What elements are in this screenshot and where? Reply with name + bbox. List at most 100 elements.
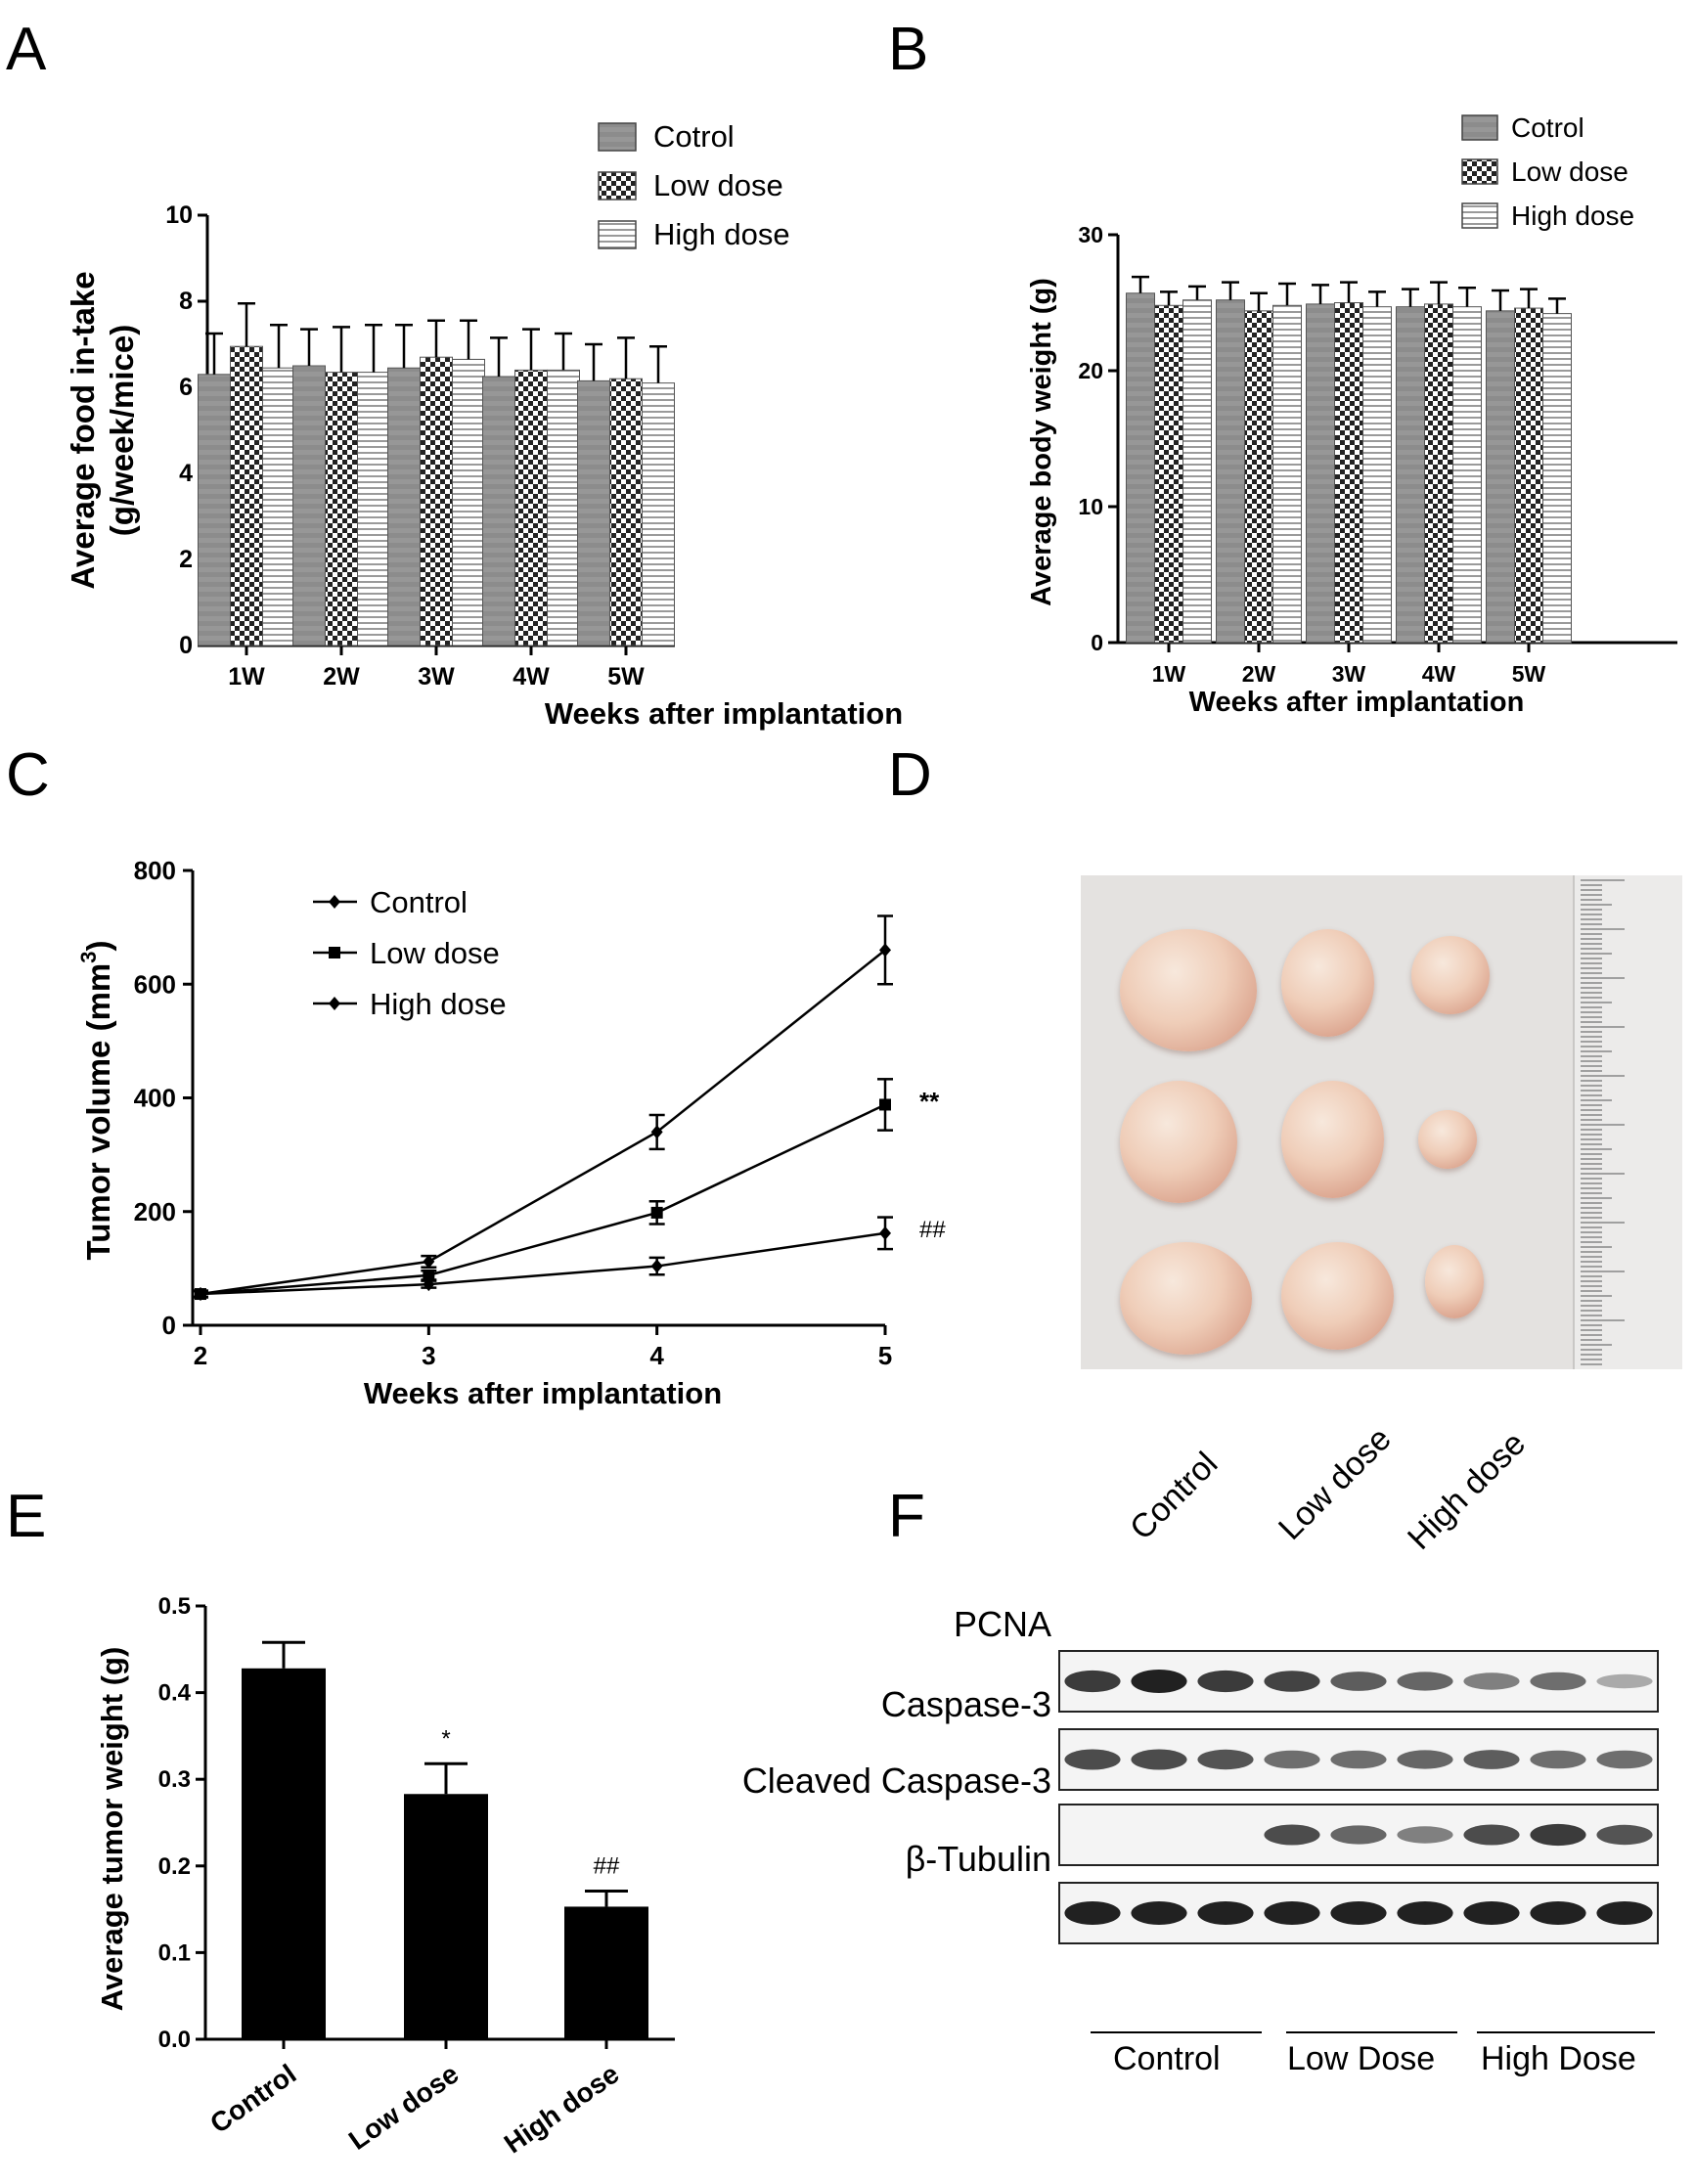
bar xyxy=(242,1668,326,2039)
x-tick-label: 3 xyxy=(422,1341,435,1370)
blot-band xyxy=(1596,1673,1653,1689)
blot-band xyxy=(1463,1672,1520,1690)
bar xyxy=(357,372,390,646)
bar xyxy=(1542,313,1572,644)
chart-c: 0 200 400 600 800 2 3 4 5 Weeks after implantatio… xyxy=(76,856,946,1410)
blot-band xyxy=(1264,1671,1320,1692)
y-tick-label: 0.4 xyxy=(158,1680,192,1707)
blot-band xyxy=(1197,1670,1254,1693)
bar xyxy=(230,345,263,646)
x-tick-label: 2W xyxy=(323,663,360,691)
y-axis-label-line2: (g/week/mice) xyxy=(104,325,140,536)
legend-swatch xyxy=(598,171,637,201)
blot-band xyxy=(1330,1901,1387,1925)
panel-letter-f: F xyxy=(888,1483,925,1550)
blot-band xyxy=(1264,1901,1320,1925)
y-tick-label: 0 xyxy=(1091,630,1103,655)
marker-diamond xyxy=(329,895,340,909)
bar xyxy=(262,367,295,646)
x-tick-label: 5 xyxy=(878,1341,892,1370)
bar xyxy=(387,367,421,646)
x-tick-label: 3W xyxy=(1332,661,1366,687)
bar xyxy=(420,356,453,646)
marker-square xyxy=(423,1269,435,1281)
y-tick-label: 2 xyxy=(179,546,193,573)
blot-band xyxy=(1596,1901,1653,1925)
series-line xyxy=(200,949,886,1296)
y-tick-label: 0.1 xyxy=(158,1939,191,1966)
y-tick-label: 20 xyxy=(1078,358,1103,383)
blot-band xyxy=(1530,1671,1586,1691)
y-tick-label: 200 xyxy=(134,1197,176,1226)
bar xyxy=(1272,304,1302,644)
blot-band xyxy=(1131,1749,1187,1770)
y-tick-label: 0.0 xyxy=(158,2027,191,2053)
blot-band xyxy=(1131,1901,1187,1925)
legend-label: Low dose xyxy=(653,168,783,202)
blot-band xyxy=(1397,1750,1453,1769)
blot-band xyxy=(1264,1824,1320,1846)
tumor-photo xyxy=(1081,875,1682,1369)
bar xyxy=(564,1906,648,2039)
x-tick-label: 2 xyxy=(194,1341,207,1370)
blot-band xyxy=(1530,1823,1586,1847)
y-tick-label: 10 xyxy=(1078,494,1103,519)
annotation-high: ## xyxy=(919,1217,946,1243)
x-tick-label: 3W xyxy=(418,663,455,691)
x-tick-label: 4W xyxy=(513,663,550,691)
bar xyxy=(514,369,548,646)
x-tick-label: 1W xyxy=(1152,661,1186,687)
f-group-low-dose: Low Dose xyxy=(1287,2040,1436,2077)
blot-label-pcna: PCNA xyxy=(953,1604,1051,1644)
marker-square xyxy=(650,1206,663,1219)
blot-band xyxy=(1131,1670,1187,1693)
x-tick-label: 5W xyxy=(1512,661,1546,687)
tumor-control-2 xyxy=(1120,1081,1237,1203)
y-tick-label: 0.5 xyxy=(158,1593,191,1620)
blot-band xyxy=(1530,1901,1586,1925)
panel-letter-c: C xyxy=(6,741,50,809)
y-tick-label: 400 xyxy=(134,1084,176,1113)
panel-letter-b: B xyxy=(888,16,929,83)
panel-letter-e: E xyxy=(6,1483,47,1550)
marker-diamond xyxy=(650,1259,663,1273)
y-tick-label: 0.3 xyxy=(158,1766,191,1793)
series-line xyxy=(200,1231,886,1296)
blot-band xyxy=(1064,1901,1121,1925)
legend-swatch xyxy=(1461,202,1498,229)
marker-diamond xyxy=(650,1125,663,1139)
legend-label: Cotrol xyxy=(1511,112,1584,143)
y-axis-label: Average tumor weight (g) xyxy=(95,1647,129,2012)
y-axis-label: Average body weight (g) xyxy=(1026,278,1057,606)
blot-band xyxy=(1064,1670,1121,1693)
blot-band xyxy=(1463,1824,1520,1846)
bar xyxy=(1362,306,1392,644)
bar xyxy=(482,376,515,646)
tumor-high-1 xyxy=(1411,936,1490,1014)
blot-label-cleaved-caspase3: Cleaved Caspase-3 xyxy=(741,1761,1051,1801)
chart-a: 0 2 4 6 8 10 1W 2W 3W 4W 5W Weeks after implantatio… xyxy=(65,119,903,731)
bar xyxy=(547,369,580,646)
legend-swatch xyxy=(1461,114,1498,141)
blot-band xyxy=(1596,1750,1653,1769)
bar xyxy=(1452,306,1482,644)
x-tick-label: 2W xyxy=(1242,661,1276,687)
annotation-low: ** xyxy=(919,1087,940,1116)
ruler xyxy=(1573,875,1682,1369)
blot-band xyxy=(1596,1824,1653,1846)
tumor-low-1 xyxy=(1281,929,1374,1037)
blot-band xyxy=(1463,1750,1520,1769)
blot-band xyxy=(1064,1749,1121,1770)
blot-band xyxy=(1197,1749,1254,1770)
blot-band xyxy=(1197,1901,1254,1925)
tumor-low-2 xyxy=(1281,1081,1384,1198)
tumor-high-2 xyxy=(1418,1110,1477,1169)
legend-label: Control xyxy=(370,885,468,919)
legend-label: Cotrol xyxy=(653,119,735,154)
y-tick-label: 4 xyxy=(179,460,193,487)
tumor-low-3 xyxy=(1281,1242,1394,1350)
blot-label-caspase3: Caspase-3 xyxy=(880,1684,1051,1724)
tumor-control-1 xyxy=(1120,929,1257,1051)
y-tick-label: 600 xyxy=(134,969,176,999)
